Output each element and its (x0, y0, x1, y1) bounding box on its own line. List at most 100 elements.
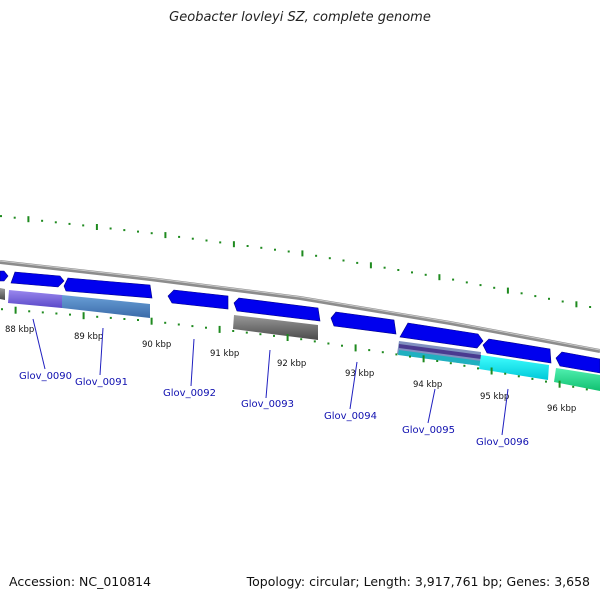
gene-label[interactable]: Glov_0093 (241, 399, 294, 410)
minor-tick (164, 321, 167, 324)
feature-bar (479, 355, 549, 380)
minor-tick (123, 318, 126, 320)
minor-tick (356, 261, 359, 264)
minor-tick (178, 235, 181, 238)
minor-tick (397, 269, 400, 271)
feature-bar (0, 288, 5, 300)
major-tick (422, 355, 425, 363)
minor-tick (177, 323, 180, 326)
minor-tick (13, 216, 16, 219)
minor-tick (28, 310, 31, 313)
gene-label[interactable]: Glov_0092 (163, 388, 216, 399)
scale-label: 91 kbp (210, 349, 239, 359)
minor-tick (477, 367, 479, 370)
minor-tick (327, 342, 330, 345)
minor-tick (109, 227, 112, 230)
major-tick (354, 344, 357, 352)
gene-arrow (330, 311, 397, 335)
accession-text: Accession: NC_010814 (9, 574, 152, 589)
minor-tick (517, 375, 520, 378)
major-tick (490, 367, 493, 375)
leader-line (190, 338, 195, 387)
major-tick (438, 274, 441, 281)
scale-label: 92 kbp (277, 359, 306, 369)
minor-tick (232, 330, 235, 332)
minor-tick (589, 306, 592, 308)
topology-text: Topology: circular; Length: 3,917,761 bp… (246, 574, 590, 589)
major-tick (82, 312, 85, 320)
minor-tick (109, 316, 112, 319)
minor-tick (342, 259, 345, 262)
gene-arrow (482, 338, 552, 364)
minor-tick (341, 344, 343, 347)
minor-tick (424, 273, 427, 276)
minor-tick (585, 388, 588, 391)
minor-tick (205, 239, 208, 242)
major-tick (286, 334, 289, 341)
minor-tick (479, 284, 482, 287)
gene-label[interactable]: Glov_0090 (19, 371, 72, 382)
major-tick (95, 224, 98, 230)
minor-tick (287, 250, 290, 253)
minor-tick (463, 364, 466, 367)
major-tick (14, 306, 17, 314)
minor-tick (493, 286, 496, 289)
leader-line (349, 361, 358, 410)
gene-arrow (167, 289, 229, 310)
leader-line (32, 318, 46, 370)
feature-bar (554, 368, 600, 391)
gene-label-leaders (32, 318, 509, 436)
major-tick (558, 380, 561, 388)
scale-label: 88 kbp (5, 325, 34, 335)
minor-tick (383, 266, 386, 269)
minor-tick (41, 311, 44, 314)
scale-label: 89 kbp (74, 332, 103, 342)
major-tick (575, 301, 578, 308)
minor-tick (123, 229, 126, 232)
minor-tick (69, 313, 71, 316)
forward-gene-track (0, 270, 600, 374)
minor-tick (68, 222, 71, 225)
gene-arrow (63, 277, 153, 299)
minor-tick (449, 362, 452, 365)
feature-bar (399, 344, 481, 359)
minor-tick (0, 215, 2, 218)
gene-label[interactable]: Glov_0091 (75, 377, 128, 388)
minor-tick (41, 219, 44, 222)
major-tick (301, 250, 304, 257)
minor-tick (219, 241, 222, 244)
leader-line (427, 388, 436, 424)
minor-tick (191, 237, 194, 240)
leader-line (99, 327, 104, 376)
minor-tick (520, 292, 523, 295)
minor-tick (300, 338, 303, 341)
feature-bar (398, 350, 481, 366)
major-tick (218, 325, 221, 333)
major-tick (506, 287, 509, 294)
scale-label: 93 kbp (345, 369, 374, 379)
minor-tick (274, 248, 276, 251)
minor-tick (548, 297, 550, 300)
minor-tick (313, 340, 316, 343)
inner-tick-ruler (1, 306, 588, 391)
minor-tick (137, 230, 139, 233)
minor-tick (452, 278, 455, 281)
scale-label: 94 kbp (413, 380, 442, 390)
minor-tick (531, 377, 534, 380)
minor-tick (504, 372, 507, 375)
minor-tick (82, 224, 85, 227)
minor-tick (245, 331, 248, 334)
minor-tick (409, 355, 411, 358)
gene-labels: Glov_0090 Glov_0091 Glov_0092 Glov_0093 … (19, 371, 529, 448)
major-tick (232, 241, 235, 248)
feature-bar (233, 315, 318, 340)
gene-label[interactable]: Glov_0095 (402, 425, 455, 436)
gene-arrow (555, 351, 600, 374)
gene-label[interactable]: Glov_0094 (324, 411, 377, 422)
major-tick (164, 232, 167, 239)
genome-backbone-highlight (0, 260, 600, 351)
scale-labels: 88 kbp 89 kbp 90 kbp 91 kbp 92 kbp 93 kb… (5, 325, 576, 414)
gene-label[interactable]: Glov_0096 (476, 437, 529, 448)
minor-tick (96, 315, 99, 318)
